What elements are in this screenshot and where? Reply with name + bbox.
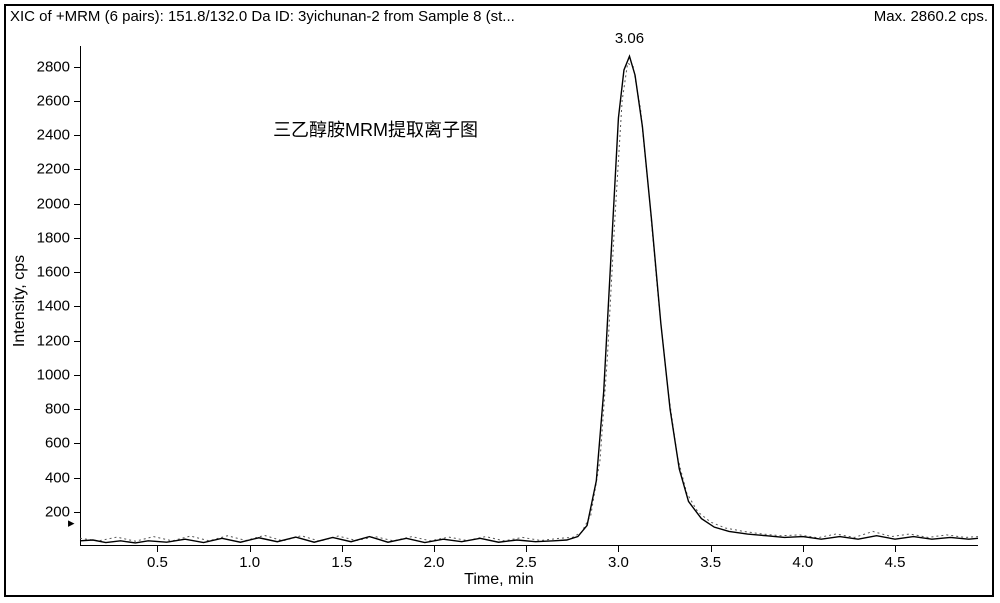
header-right-text: Max. 2860.2 cps. — [874, 6, 988, 28]
y-tick-label: 200 — [45, 503, 80, 520]
x-tick-label: 3.0 — [608, 546, 629, 571]
series-line — [80, 63, 978, 541]
x-tick-label: 1.0 — [239, 546, 260, 571]
header-left-text: XIC of +MRM (6 pairs): 151.8/132.0 Da ID… — [10, 6, 515, 28]
x-tick-label: 3.5 — [700, 546, 721, 571]
y-tick-label: 800 — [45, 401, 80, 418]
chart-frame: XIC of +MRM (6 pairs): 151.8/132.0 Da ID… — [4, 4, 994, 597]
y-axis-title: Intensity, cps — [11, 254, 29, 346]
x-axis-title: Time, min — [464, 571, 534, 589]
x-tick-label: 2.5 — [516, 546, 537, 571]
y-tick-label: 400 — [45, 469, 80, 486]
y-tick-label: 1400 — [37, 298, 80, 315]
x-tick-label: 4.5 — [885, 546, 906, 571]
y-tick-label: 2600 — [37, 92, 80, 109]
peak-label: 3.06 — [615, 30, 644, 47]
series-line — [80, 56, 978, 543]
x-tick-label: 0.5 — [147, 546, 168, 571]
y-tick-label: 2200 — [37, 161, 80, 178]
y-tick-label: 1200 — [37, 332, 80, 349]
y-tick-label: 2800 — [37, 58, 80, 75]
y-tick-label: 1800 — [37, 229, 80, 246]
header-bar: XIC of +MRM (6 pairs): 151.8/132.0 Da ID… — [6, 6, 992, 28]
chart-svg — [80, 46, 978, 546]
y-tick-label: 2400 — [37, 127, 80, 144]
x-tick-label: 1.5 — [331, 546, 352, 571]
y-tick-label: 2000 — [37, 195, 80, 212]
x-tick-label: 2.0 — [424, 546, 445, 571]
y-tick-label: 1600 — [37, 264, 80, 281]
y-tick-label: 600 — [45, 435, 80, 452]
x-tick-label: 4.0 — [792, 546, 813, 571]
plot-area: 三乙醇胺MRM提取离子图 3.06 ▸ 20040060080010001200… — [80, 46, 978, 546]
chart-annotation: 三乙醇胺MRM提取离子图 — [273, 116, 478, 142]
y-tick-label: 1000 — [37, 366, 80, 383]
